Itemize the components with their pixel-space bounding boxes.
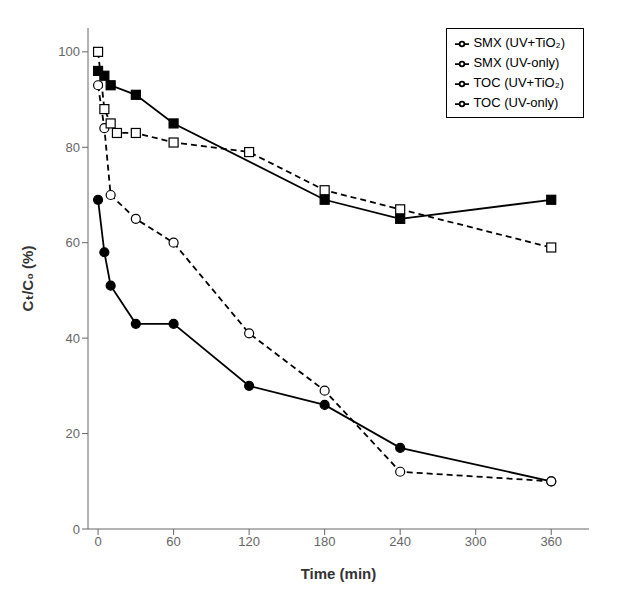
svg-text:Time (min): Time (min) [301,565,377,582]
svg-text:20: 20 [66,426,80,441]
svg-text:240: 240 [389,534,411,549]
svg-text:180: 180 [314,534,336,549]
svg-text:60: 60 [66,235,80,250]
svg-text:Cₜ/C₀ (%): Cₜ/C₀ (%) [19,246,36,312]
svg-text:0: 0 [73,522,80,537]
svg-text:80: 80 [66,140,80,155]
svg-text:0: 0 [94,534,101,549]
html-text:TOC (UV-only): TOC (UV-only) [473,95,559,110]
svg-text:360: 360 [540,534,562,549]
svg-text:300: 300 [465,534,487,549]
svg-text:120: 120 [238,534,260,549]
html-text:TOC (UV+TiO₂): TOC (UV+TiO₂) [473,75,564,90]
svg-text:100: 100 [58,44,80,59]
html-text:SMX (UV-only): SMX (UV-only) [473,55,560,70]
html-text:SMX (UV+TiO₂): SMX (UV+TiO₂) [473,35,565,50]
svg-text:60: 60 [166,534,180,549]
svg-text:40: 40 [66,331,80,346]
